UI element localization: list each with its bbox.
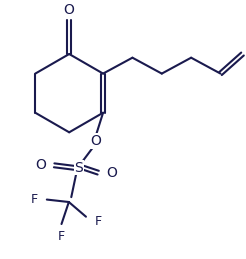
Text: F: F xyxy=(58,230,65,243)
Text: O: O xyxy=(64,3,75,17)
Text: S: S xyxy=(74,161,83,175)
Text: F: F xyxy=(31,193,38,206)
Text: F: F xyxy=(95,215,102,228)
Text: O: O xyxy=(90,134,101,148)
Text: O: O xyxy=(35,158,46,172)
Text: O: O xyxy=(106,166,117,180)
